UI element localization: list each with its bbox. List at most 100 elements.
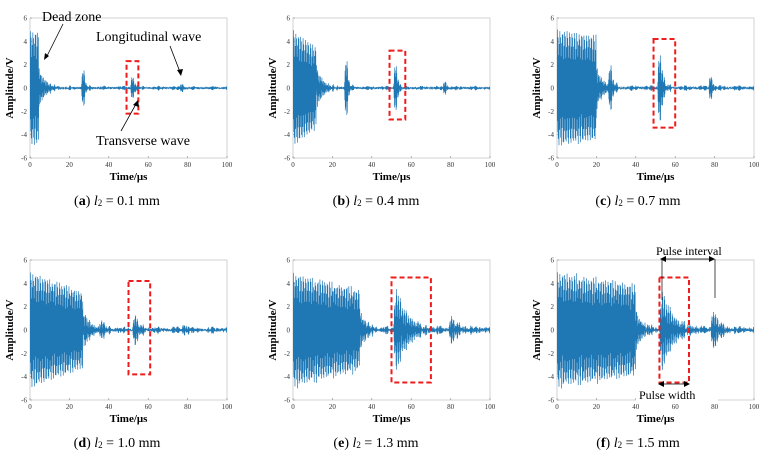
y-tick-label: 4 (551, 38, 555, 46)
caption-text: = 1.3 mm (360, 436, 419, 451)
panel-c: 0 20 40 60 80 100 -6 -4 -2 0 2 4 6 Time/μs Amplitude/V (531, 15, 760, 184)
signal-series (30, 31, 227, 145)
x-tick-label: 100 (222, 161, 233, 169)
pulse-width-label: Pulse width (639, 388, 695, 402)
y-tick-label: 4 (24, 38, 28, 46)
caption-var: l (614, 194, 619, 209)
y-tick-label: -6 (284, 155, 290, 163)
caption-sub: 2 (356, 440, 361, 450)
caption-var: l (353, 194, 358, 209)
caption-letter: e (338, 436, 345, 451)
caption-a: (a) l2 = 0.1 mm (74, 194, 160, 209)
x-axis-label: Time/μs (637, 413, 676, 425)
caption-letter: a (78, 194, 86, 209)
y-axis-label: Amplitude/V (531, 57, 543, 118)
x-tick-label: 100 (749, 403, 760, 411)
x-tick-label: 60 (672, 403, 680, 411)
y-tick-label: -4 (548, 131, 554, 139)
caption-text: = 1.0 mm (102, 436, 161, 451)
pulse-interval-arrowhead-right (709, 256, 715, 262)
x-tick-label: 100 (222, 403, 233, 411)
y-tick-label: -4 (548, 373, 554, 381)
caption-f: (f) l2 = 1.5 mm (596, 436, 680, 451)
caption-letter: f (600, 436, 606, 451)
y-tick-label: 0 (551, 85, 555, 93)
x-tick-label: 80 (711, 161, 719, 169)
x-tick-label: 40 (632, 403, 640, 411)
highlight-box (658, 276, 690, 384)
x-tick-label: 80 (184, 161, 192, 169)
caption-text: = 0.7 mm (622, 194, 681, 209)
y-tick-label: -2 (21, 108, 27, 116)
y-tick-label: 4 (287, 280, 291, 288)
signal-series (557, 272, 754, 389)
panel-b: 0 20 40 60 80 100 -6 -4 -2 0 2 4 6 Time/μs Amplitude/V (267, 15, 496, 184)
caption-sub: 2 (357, 198, 362, 208)
y-tick-label: 6 (24, 15, 28, 23)
x-tick-label: 0 (291, 403, 295, 411)
y-tick-label: 0 (551, 327, 555, 335)
y-axis-label: Amplitude/V (267, 299, 279, 360)
signal-series (293, 30, 490, 144)
longitudinal-wave-arrowhead (177, 69, 183, 76)
x-tick-label: 20 (66, 161, 74, 169)
y-tick-label: -2 (21, 350, 27, 358)
y-tick-label: -6 (21, 155, 27, 163)
caption-var: l (352, 436, 357, 451)
pulse-width-arrowhead-right (684, 381, 690, 387)
panel-e: 0 20 40 60 80 100 -6 -4 -2 0 2 4 6 Time/μs Amplitude/V (267, 257, 496, 426)
caption-letter: b (337, 194, 346, 209)
x-axis-label: Time/μs (373, 171, 412, 183)
highlight-box (390, 276, 432, 384)
y-tick-label: -4 (284, 131, 290, 139)
y-tick-label: 0 (24, 327, 28, 335)
x-tick-label: 20 (329, 161, 337, 169)
caption-letter: d (78, 436, 87, 451)
caption-c: (c) l2 = 0.7 mm (595, 194, 681, 209)
signal-series (557, 29, 754, 146)
x-tick-label: 40 (105, 161, 113, 169)
caption-text: = 1.5 mm (622, 436, 680, 451)
x-tick-label: 20 (593, 403, 601, 411)
y-tick-label: 2 (287, 61, 291, 69)
panel-d: 0 20 40 60 80 100 -6 -4 -2 0 2 4 6 Time/μs Amplitude/V (4, 257, 233, 426)
y-tick-label: 4 (287, 38, 291, 46)
x-tick-label: 20 (66, 403, 74, 411)
caption-var: l (613, 436, 618, 451)
pulse-width-label-bg (636, 388, 718, 402)
transverse-wave-label: Transverse wave (96, 134, 190, 149)
caption-var: l (93, 194, 98, 209)
y-tick-label: 2 (551, 61, 555, 69)
x-tick-label: 60 (145, 403, 153, 411)
x-tick-label: 60 (672, 161, 680, 169)
y-tick-label: 6 (24, 257, 28, 265)
y-tick-label: 4 (551, 280, 555, 288)
x-tick-label: 60 (408, 403, 416, 411)
x-tick-label: 0 (28, 403, 32, 411)
x-tick-label: 40 (368, 403, 376, 411)
y-tick-label: 0 (287, 85, 291, 93)
transverse-wave-arrowhead (133, 100, 139, 107)
longitudinal-wave-label: Longitudinal wave (96, 30, 201, 45)
x-axis-label: Time/μs (637, 171, 676, 183)
y-tick-label: 6 (551, 257, 555, 265)
x-axis-label: Time/μs (373, 413, 412, 425)
x-tick-label: 60 (145, 161, 153, 169)
y-axis-label: Amplitude/V (267, 57, 279, 118)
x-tick-label: 0 (555, 161, 559, 169)
signal-series (293, 272, 490, 389)
x-tick-label: 0 (28, 161, 32, 169)
caption-sub: 2 (98, 440, 103, 450)
x-tick-label: 0 (291, 161, 295, 169)
x-tick-label: 100 (749, 161, 760, 169)
x-tick-label: 40 (632, 161, 640, 169)
y-tick-label: -4 (21, 373, 27, 381)
y-axis-label: Amplitude/V (4, 299, 16, 360)
y-tick-label: -6 (21, 397, 27, 405)
y-tick-label: 2 (24, 61, 28, 69)
x-tick-label: 20 (329, 403, 337, 411)
y-tick-label: 6 (287, 257, 291, 265)
y-tick-label: -2 (548, 108, 554, 116)
caption-d: (d) l2 = 1.0 mm (73, 436, 161, 451)
